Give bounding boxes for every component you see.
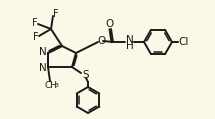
- Text: N: N: [39, 47, 47, 57]
- Text: O: O: [98, 36, 106, 46]
- Text: F: F: [33, 32, 39, 42]
- Text: N: N: [39, 63, 47, 73]
- Text: O: O: [106, 19, 114, 29]
- Text: CH: CH: [45, 80, 57, 89]
- Text: N: N: [126, 35, 134, 45]
- Text: Cl: Cl: [179, 37, 189, 47]
- Text: S: S: [83, 70, 89, 80]
- Text: F: F: [53, 9, 59, 19]
- Text: 3: 3: [55, 83, 59, 88]
- Text: F: F: [32, 18, 38, 28]
- Text: H: H: [126, 41, 134, 51]
